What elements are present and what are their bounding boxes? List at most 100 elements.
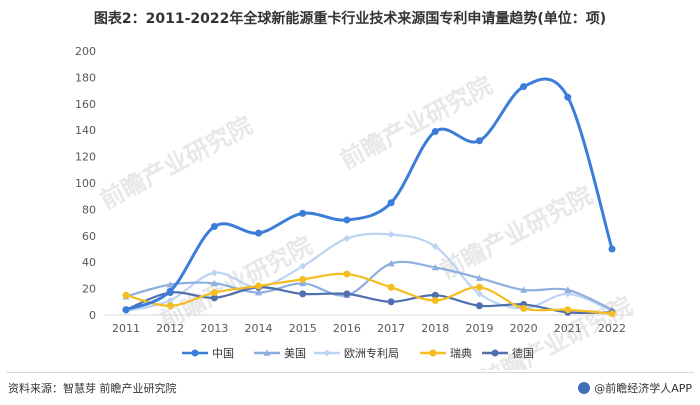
y-tick-label: 120 — [75, 151, 96, 164]
x-tick-label: 2016 — [333, 322, 361, 335]
legend-marker — [491, 349, 499, 357]
legend-marker — [191, 349, 199, 357]
data-point — [299, 209, 307, 217]
data-point — [475, 302, 483, 310]
series-layer — [122, 77, 616, 318]
data-point — [387, 283, 395, 291]
data-point — [255, 289, 263, 296]
x-tick-label: 2013 — [200, 322, 228, 335]
data-point — [299, 275, 307, 283]
data-point — [431, 263, 439, 271]
series-line — [124, 77, 614, 312]
series-line — [124, 286, 614, 315]
source-note: 资料来源：智慧芽 前瞻产业研究院 — [8, 382, 177, 395]
data-point — [122, 291, 130, 299]
data-point — [166, 302, 174, 310]
y-tick-label: 140 — [75, 124, 96, 137]
data-point — [166, 296, 174, 304]
y-tick-label: 180 — [75, 71, 96, 84]
data-point — [387, 199, 395, 207]
legend-label: 欧洲专利局 — [344, 346, 399, 360]
data-point — [608, 310, 616, 318]
legend-item: 瑞典 — [420, 346, 472, 360]
footer-divider — [6, 372, 694, 373]
watermark-text: 前瞻产业研究院 — [96, 111, 257, 215]
legend-label: 中国 — [212, 347, 234, 360]
data-point — [431, 128, 439, 136]
data-point — [431, 242, 439, 250]
data-point — [210, 223, 218, 231]
data-point — [564, 306, 572, 314]
y-tick-label: 60 — [82, 230, 96, 243]
legend-item: 中国 — [182, 347, 234, 360]
x-axis: 2011 2012 2013 2014 2015 2016 2017 2018 2019 2020… — [104, 314, 634, 335]
x-tick-label: 2021 — [554, 322, 582, 335]
legend: 中国 美国 欧洲专利局 瑞典 德国 — [182, 346, 534, 360]
legend-item: 美国 — [254, 347, 306, 360]
data-point — [122, 306, 130, 314]
x-tick-label: 2020 — [510, 322, 538, 335]
y-tick-label: 200 — [75, 45, 96, 58]
data-point — [210, 294, 218, 302]
data-point — [166, 287, 174, 295]
data-point — [343, 234, 351, 242]
data-point — [475, 274, 483, 281]
y-tick-label: 40 — [82, 256, 96, 269]
y-tick-label: 80 — [82, 203, 96, 216]
brand-credit: @前瞻经济学人APP — [578, 380, 692, 396]
data-point — [299, 262, 307, 270]
y-tick-label: 0 — [89, 309, 96, 322]
legend-marker — [429, 349, 437, 357]
legend-label: 美国 — [284, 347, 306, 360]
data-point — [255, 282, 263, 290]
series-0 — [122, 77, 616, 314]
x-tick-label: 2022 — [598, 322, 626, 335]
x-tick-label: 2018 — [421, 322, 449, 335]
data-point — [564, 286, 572, 293]
data-point — [210, 289, 218, 297]
legend-item: 德国 — [482, 346, 534, 360]
data-point — [343, 290, 351, 298]
data-point — [299, 279, 307, 287]
chart-title: 图表2：2011-2022年全球新能源重卡行业技术来源国专利申请量趋势(单位：项… — [93, 11, 607, 27]
data-point — [210, 279, 218, 287]
brand-logo-icon — [578, 382, 591, 394]
brand-label: @前瞻经济学人APP — [594, 382, 692, 395]
data-point — [475, 290, 483, 298]
y-axis: 0 20 40 60 80 100 120 140 160 180 200 — [75, 45, 96, 322]
data-point — [475, 283, 483, 291]
data-point — [387, 260, 395, 267]
data-point — [431, 296, 439, 304]
x-tick-label: 2019 — [465, 322, 493, 335]
legend-marker — [263, 349, 271, 356]
x-tick-label: 2017 — [377, 322, 405, 335]
x-tick-label: 2011 — [112, 322, 140, 335]
legend-item: 欧洲专利局 — [314, 346, 399, 360]
y-tick-label: 160 — [75, 98, 96, 111]
y-tick-label: 20 — [82, 283, 96, 296]
data-point — [387, 298, 395, 306]
data-point — [299, 290, 307, 298]
data-point — [343, 270, 351, 278]
data-point — [255, 229, 263, 237]
watermark-text: 前瞻产业研究院 — [436, 181, 597, 285]
data-point — [564, 93, 572, 101]
data-point — [520, 83, 528, 91]
y-tick-label: 100 — [75, 177, 96, 190]
data-point — [210, 269, 218, 277]
legend-label: 德国 — [512, 346, 534, 360]
data-point — [431, 291, 439, 299]
data-point — [608, 245, 616, 253]
x-tick-label: 2014 — [245, 322, 273, 335]
series-3 — [122, 270, 616, 318]
series-line — [124, 272, 614, 315]
data-point — [166, 281, 174, 288]
legend-label: 瑞典 — [450, 346, 472, 360]
data-point — [520, 304, 528, 312]
data-point — [520, 286, 528, 293]
data-point — [343, 216, 351, 224]
x-tick-label: 2012 — [156, 322, 184, 335]
legend-marker — [323, 349, 331, 357]
x-tick-label: 2015 — [289, 322, 317, 335]
